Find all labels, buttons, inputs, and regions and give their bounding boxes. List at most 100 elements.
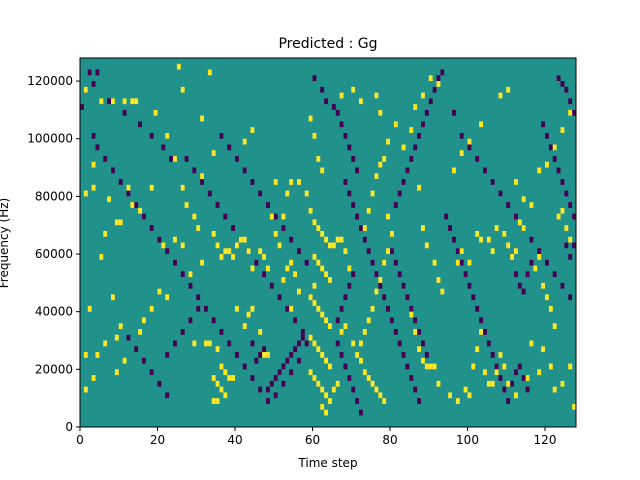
heatmap-cell-low <box>452 109 456 116</box>
heatmap-cell-low <box>335 340 340 347</box>
heatmap-cell-low <box>269 380 274 387</box>
heatmap-cell-low <box>273 392 278 399</box>
heatmap-cell-high <box>490 248 495 255</box>
heatmap-cell-high <box>378 277 383 283</box>
heatmap-cell-high <box>250 127 255 133</box>
heatmap-cell-low <box>417 132 422 139</box>
heatmap-cell-low <box>343 132 348 139</box>
heatmap-cell-high <box>362 369 367 376</box>
heatmap-cell-low <box>188 282 193 289</box>
heatmap-cell-high <box>219 254 224 260</box>
heatmap-cell-low <box>374 271 379 278</box>
y-tick-label: 120000 <box>27 74 73 88</box>
heatmap-cell-low <box>359 409 363 416</box>
heatmap-cell-low <box>281 380 286 387</box>
heatmap-cell-high <box>486 236 491 243</box>
heatmap-cell-high <box>502 230 507 237</box>
heatmap-cell-low <box>242 363 247 370</box>
heatmap-cell-high <box>161 242 166 249</box>
heatmap-cell-high <box>192 340 197 347</box>
heatmap-cell-high <box>572 403 577 410</box>
heatmap-cell-high <box>471 363 476 370</box>
y-tick-label: 40000 <box>35 305 73 319</box>
heatmap-cell-high <box>510 254 515 260</box>
heatmap-cell-high <box>432 363 437 370</box>
heatmap-cell-low <box>467 282 472 289</box>
heatmap-cell-high <box>316 225 321 231</box>
heatmap-cell-low <box>277 294 282 301</box>
heatmap-cell-low <box>254 357 259 364</box>
heatmap-cell-low <box>289 236 294 243</box>
heatmap-cell-high <box>262 352 267 358</box>
heatmap-cell-low <box>335 109 340 116</box>
heatmap-cell-high <box>95 352 100 358</box>
heatmap-cell-high <box>176 63 181 70</box>
heatmap-cell-high <box>486 380 491 387</box>
heatmap-cell-high <box>258 248 263 255</box>
heatmap-cell-high <box>188 271 193 278</box>
heatmap-cell-high <box>533 265 538 272</box>
heatmap-cell-high <box>347 265 352 272</box>
heatmap-cell-low <box>107 98 112 105</box>
heatmap-cell-high <box>521 196 526 203</box>
heatmap-cell-low <box>207 190 212 197</box>
heatmap-cell-high <box>316 346 321 353</box>
heatmap-cell-low <box>157 236 162 243</box>
heatmap-cell-high <box>537 254 542 260</box>
y-axis-label: Frequency (Hz) <box>0 198 11 289</box>
heatmap-cell-high <box>552 323 557 329</box>
heatmap-cell-high <box>285 190 290 197</box>
heatmap-cell-high <box>502 363 507 370</box>
heatmap-cell-high <box>91 375 96 381</box>
heatmap-cell-low <box>401 179 406 185</box>
y-axis: 0 20000 40000 60000 80000 100000 120000 <box>27 74 80 434</box>
heatmap-cell-low <box>149 132 154 139</box>
heatmap-cell-high <box>297 179 301 185</box>
heatmap-cell-high <box>417 346 422 353</box>
heatmap-cell-high <box>517 219 522 226</box>
heatmap-cell-low <box>359 225 363 231</box>
heatmap-cell-low <box>219 328 224 335</box>
heatmap-cell-high <box>436 81 441 87</box>
heatmap-cell-high <box>362 225 367 231</box>
y-tick-label: 100000 <box>27 132 73 146</box>
heatmap-cell-low <box>297 340 301 347</box>
heatmap-cell-low <box>393 328 398 335</box>
heatmap-cell-low <box>545 259 549 266</box>
heatmap-cell-low <box>483 328 487 335</box>
y-tick-label: 0 <box>65 420 73 434</box>
heatmap-cell-high <box>324 317 329 324</box>
heatmap-cell-low <box>223 213 228 220</box>
heatmap-cell-low <box>483 167 487 174</box>
heatmap-cell-high <box>235 242 239 249</box>
heatmap-cell-high <box>320 311 325 318</box>
heatmap-cell-high <box>289 179 294 185</box>
heatmap-cell-low <box>331 104 336 110</box>
heatmap-cell-low <box>196 294 201 301</box>
heatmap-cell-high <box>99 98 104 105</box>
heatmap-cell-high <box>366 375 371 381</box>
heatmap-cell-high <box>149 184 154 191</box>
heatmap-cell-high <box>560 380 565 387</box>
heatmap-cell-low <box>211 317 216 324</box>
heatmap-cell-low <box>417 398 422 404</box>
heatmap-cell-high <box>103 340 108 347</box>
heatmap-cell-high <box>173 156 177 162</box>
heatmap-cell-low <box>514 213 518 220</box>
heatmap-cell-low <box>347 282 352 289</box>
heatmap-cell-high <box>448 392 453 399</box>
heatmap-cell-high <box>382 398 387 404</box>
heatmap-cell-high <box>386 138 391 145</box>
heatmap-cell-low <box>173 259 177 266</box>
heatmap-cell-low <box>95 144 100 151</box>
x-tick-label: 60 <box>305 433 320 447</box>
heatmap-cell-high <box>564 225 569 231</box>
heatmap-cell-low <box>304 259 309 266</box>
heatmap-cell-high <box>432 259 437 266</box>
heatmap-cell-low <box>339 305 344 312</box>
heatmap-cell-low <box>444 213 449 220</box>
heatmap-cell-high <box>273 230 278 237</box>
heatmap-cell-high <box>351 86 356 93</box>
heatmap-cell-low <box>552 156 557 162</box>
heatmap-cell-high <box>545 294 549 301</box>
